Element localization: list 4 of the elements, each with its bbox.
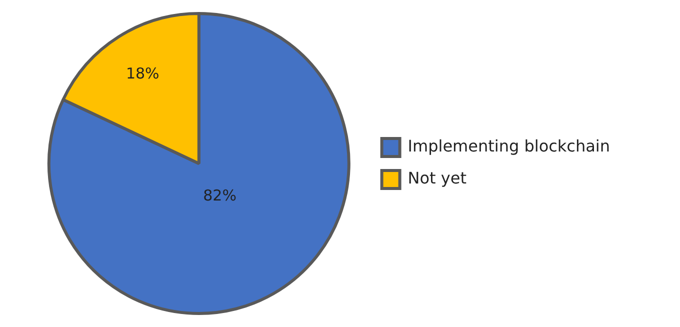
legend-label: Not yet bbox=[408, 168, 466, 188]
data-label: 18% bbox=[126, 64, 160, 83]
legend-label: Implementing blockchain bbox=[408, 136, 610, 156]
data-label: 82% bbox=[203, 186, 236, 204]
